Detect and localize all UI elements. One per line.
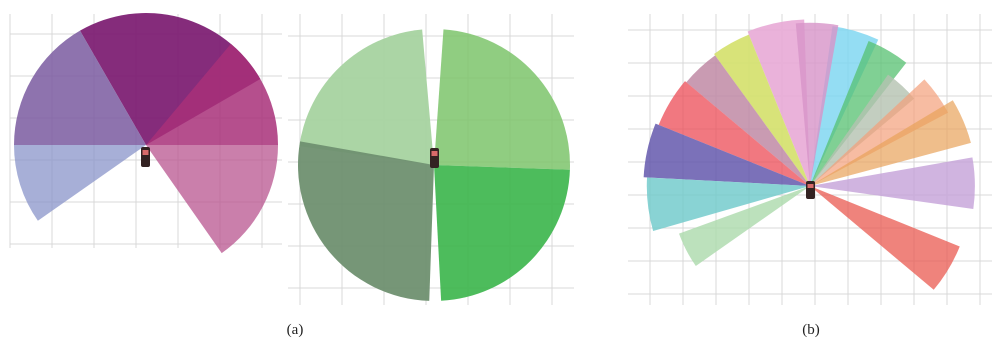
robot-marker-a-left [141, 147, 150, 167]
sector-b-5 [810, 100, 971, 186]
sectors-a-middle [298, 29, 571, 301]
sector-b-12 [658, 81, 810, 186]
sectors-b [643, 19, 975, 290]
caption-a: (a) [287, 322, 304, 338]
sector-a-middle-4 [434, 165, 570, 301]
robot-marker-a-middle [430, 148, 439, 168]
sector-b-4 [810, 79, 949, 186]
sector-a-left-5 [14, 145, 146, 221]
sector-b-3 [810, 74, 915, 186]
sector-a-middle-2 [434, 29, 571, 170]
sector-a-middle-3 [298, 141, 434, 301]
sector-b-11 [686, 55, 810, 187]
sectors-a-left [13, 12, 278, 254]
sector-b-9 [795, 22, 839, 186]
sector-b-13 [643, 123, 810, 186]
robot-marker-b [806, 181, 815, 199]
sector-b-2 [810, 40, 907, 186]
sector-a-middle-1 [299, 29, 434, 165]
sector-a-left-3 [146, 145, 278, 254]
sector-b-10 [714, 34, 810, 187]
panel-a-middle [288, 14, 574, 305]
panel-a-left [9, 12, 282, 254]
sector-b-14 [646, 177, 810, 231]
sector-b-8 [747, 19, 810, 186]
sector-b-15 [679, 186, 810, 266]
sector-a-left-1 [80, 12, 261, 146]
panel-b [628, 14, 992, 305]
sector-a-left-2 [146, 43, 278, 145]
sector-b-7 [810, 186, 960, 290]
caption-b: (b) [802, 322, 820, 338]
sector-a-left-4 [13, 30, 147, 145]
sector-b-6 [810, 157, 975, 209]
